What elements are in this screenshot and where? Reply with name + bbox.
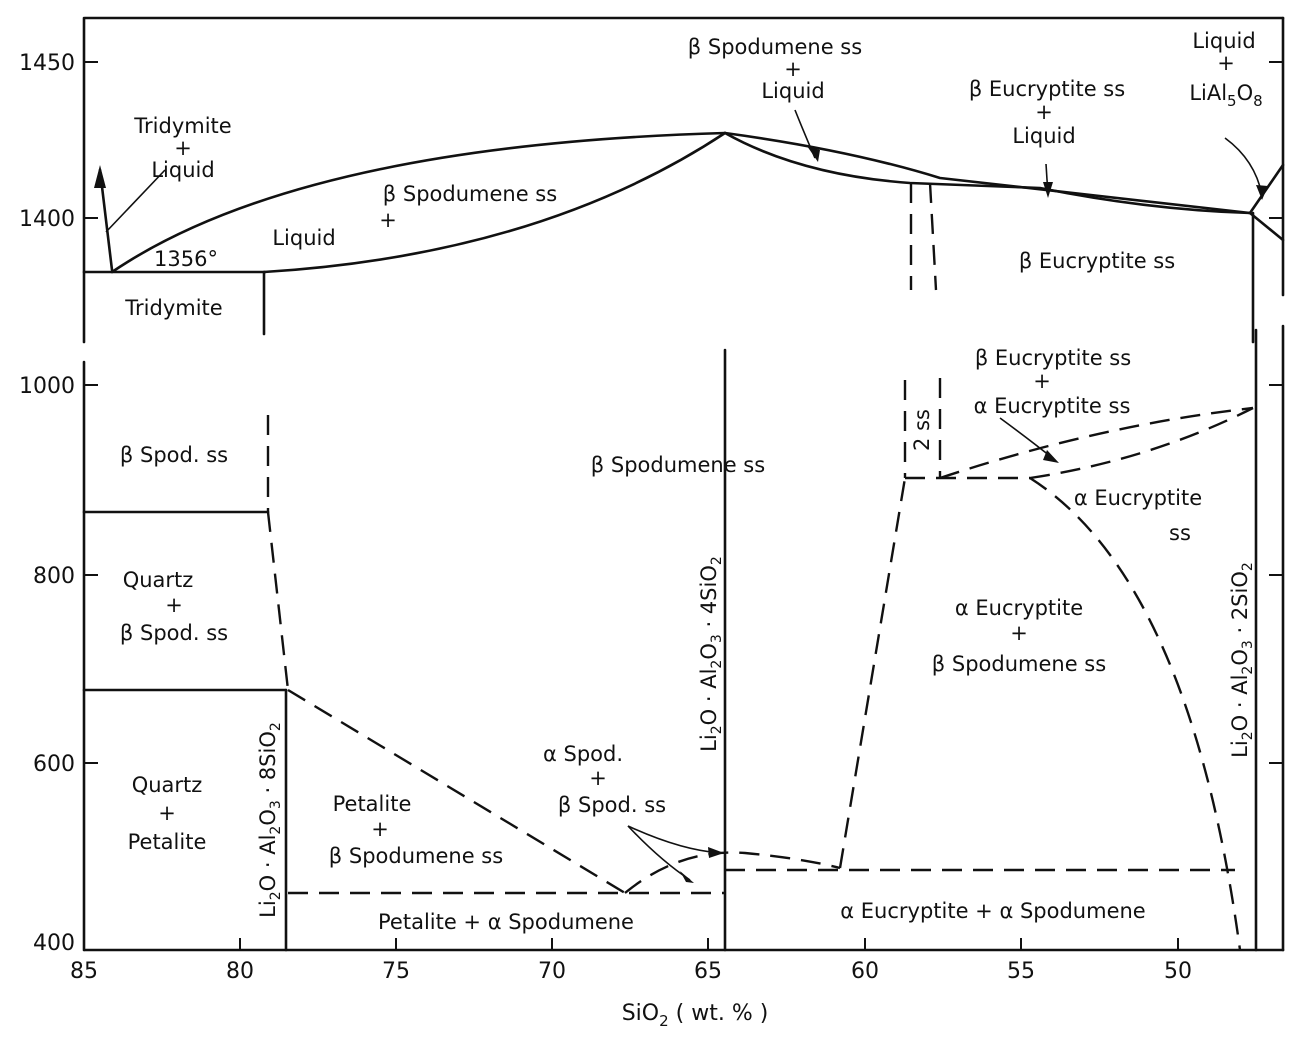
label-quartz-bspod-3: β Spod. ss [120,621,228,645]
label-aeucr-aspod: α Eucryptite + α Spodumene [840,899,1145,923]
label-aeucr-2: ss [1169,521,1191,545]
x-tick-55: 55 [1007,959,1035,984]
x-tick-85: 85 [70,959,98,984]
x-tick-75: 75 [382,959,410,984]
label-aspod-bspod-3: β Spod. ss [558,793,666,817]
upper-boundaries [82,109,1285,344]
label-1356: 1356° [154,247,218,271]
x-axis-ticks [239,938,1179,950]
label-aspod-bspod-1: α Spod. [543,742,623,766]
compound-label-2sio2: Li2O · Al2O3 · 2SiO2 [1228,562,1256,758]
label-liquid-lial-1: Liquid [1192,29,1255,53]
frame [82,16,1285,952]
label-bspod-liquid-2: + [784,57,802,81]
label-quartz-petalite-3: Petalite [128,830,207,854]
x-tick-60: 60 [851,959,879,984]
y-tick-1400: 1400 [19,207,75,232]
x-tick-65: 65 [694,959,722,984]
label-aeucr-bspod-2: + [1010,621,1028,645]
label-tridymite-liquid-2: + [174,136,192,160]
label-quartz-bspod-2: + [165,593,183,617]
x-tick-labels: 85 80 75 70 65 60 55 50 [70,959,1192,984]
label-petalite-bspod-1: Petalite [333,792,412,816]
label-2ss: 2 ss [910,409,934,451]
x-tick-70: 70 [538,959,566,984]
label-quartz-petalite-2: + [158,801,176,825]
label-beucr-aeucr-3: α Eucryptite ss [974,394,1131,418]
label-beucr-liquid-3: Liquid [1012,124,1075,148]
label-beucr-upper: β Eucryptite ss [1019,249,1175,273]
x-axis-label: SiO2 ( wt. % ) [622,1001,769,1030]
label-liquid: Liquid [272,226,335,250]
label-bspod-liquid-1: β Spodumene ss [688,35,862,59]
y-tick-1000: 1000 [19,374,75,399]
label-bspod-ss-low: β Spod. ss [120,443,228,467]
y-axis-ticks [84,61,1283,764]
label-tridymite-liquid-1: Tridymite [133,114,231,138]
compound-label-4sio2: Li2O · Al2O3 · 4SiO2 [697,556,725,752]
label-quartz-bspod-1: Quartz [123,568,194,592]
label-beucr-aeucr-1: β Eucryptite ss [975,346,1131,370]
label-tridymite-liquid-3: Liquid [151,158,214,182]
label-bspod-upper-1: β Spodumene ss [383,182,557,206]
label-petalite-bspod-2: + [371,817,389,841]
label-aeucr-bspod-3: β Spodumene ss [932,652,1106,676]
y-tick-1450: 1450 [19,51,75,76]
label-bspod-liquid-3: Liquid [761,79,824,103]
label-bspod-upper-2: + [379,208,397,232]
x-tick-80: 80 [226,959,254,984]
label-petalite-aspod: Petalite + α Spodumene [378,910,634,934]
y-tick-800: 800 [33,564,75,589]
y-tick-600: 600 [33,752,75,777]
label-beucr-aeucr-2: + [1033,369,1051,393]
label-beucr-liquid-1: β Eucryptite ss [969,77,1125,101]
label-bspod-mid: β Spodumene ss [591,453,765,477]
label-aeucr-1: α Eucryptite [1074,486,1202,510]
label-beucr-liquid-2: + [1035,100,1053,124]
y-tick-400: 400 [33,931,75,956]
label-quartz-petalite-1: Quartz [132,773,203,797]
y-tick-labels: 1450 1400 1000 800 600 400 [19,51,75,956]
label-aspod-bspod-2: + [589,766,607,790]
label-liquid-lial-3: LiAl5O8 [1189,81,1262,110]
lower-labels: β Spod. ss Quartz + β Spod. ss Quartz + … [120,346,1202,934]
lower-boundaries [82,328,1258,952]
label-aeucr-bspod-1: α Eucryptite [955,596,1083,620]
compound-label-8sio2: Li2O · Al2O3 · 8SiO2 [256,722,284,918]
label-petalite-bspod-3: β Spodumene ss [329,844,503,868]
upper-labels: Tridymite + Liquid 1356° Tridymite Liqui… [124,29,1262,320]
label-tridymite: Tridymite [124,296,222,320]
x-tick-50: 50 [1164,959,1192,984]
label-liquid-lial-2: + [1217,51,1235,75]
